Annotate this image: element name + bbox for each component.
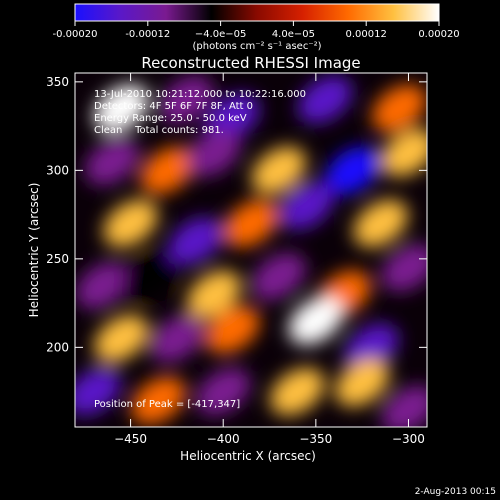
heatmap-blob: [159, 75, 214, 124]
colorbar-tick-label: 4.0e−05: [272, 29, 315, 40]
heatmap-blob: [186, 128, 242, 177]
time-range-text: 13-Jul-2010 10:21:12.000 to 10:22:16.000: [94, 89, 306, 100]
heatmap-blob: [251, 146, 306, 195]
colorbar-gradient: [74, 3, 440, 22]
info-annotations: 13-Jul-2010 10:21:12.000 to 10:22:16.000…: [94, 89, 306, 410]
heatmap-blob: [94, 84, 149, 133]
heatmap-blob: [75, 367, 121, 416]
heatmap-blob: [325, 146, 381, 195]
heatmap-blob: [344, 323, 399, 372]
colorbar: -0.00020 -0.00012 −4.0e−05 4.0e−05 0.00012 0.…: [53, 3, 460, 52]
heatmap-blob: [381, 128, 427, 177]
heatmap-blob: [196, 367, 251, 416]
heatmap-blob: [270, 367, 325, 416]
heatmap-blob: [288, 297, 343, 345]
heatmap-blob: [149, 314, 205, 363]
clean-counts-text: Clean Total counts: 981.: [94, 125, 224, 136]
colorbar-tick-label: −4.0e−05: [195, 29, 247, 40]
generation-date: 2-Aug-2013 00:15: [415, 487, 496, 497]
heatmap-blob: [353, 199, 408, 248]
colorbar-tick-label: -0.00020: [53, 29, 98, 40]
heatmap-blob: [205, 305, 260, 354]
x-tick-label: −400: [207, 432, 240, 446]
heatmap-area: [74, 72, 428, 428]
x-tick-label: −350: [299, 432, 332, 446]
heatmap-blob: [131, 376, 186, 425]
y-tick-label: 300: [46, 163, 69, 177]
heatmap-blob: [140, 146, 195, 195]
colorbar-tick-label: 0.00012: [346, 29, 387, 40]
heatmap-blob: [279, 181, 334, 230]
heatmap-blob: [186, 270, 242, 319]
x-tick-label: −450: [114, 432, 147, 446]
colorbar-unit-label: (photons cm⁻² s⁻¹ asec⁻²): [192, 41, 321, 52]
x-axis: −450 −400 −350 −300: [114, 73, 425, 446]
chart-title: Reconstructed RHESSI Image: [141, 54, 360, 72]
y-tick-label: 350: [46, 75, 69, 89]
heatmap-blob: [205, 93, 260, 142]
heatmap-blob: [94, 314, 149, 363]
heatmap-blob: [168, 217, 223, 265]
heatmap-blob: [381, 385, 427, 427]
heatmap-blob: [121, 252, 177, 301]
heatmap-blob: [251, 252, 306, 301]
y-axis-label: Heliocentric Y (arcsec): [27, 183, 41, 318]
heatmap-blob: [335, 358, 390, 407]
x-tick-label: −300: [392, 432, 425, 446]
peak-position-text: Position of Peak = [-417,347]: [94, 399, 240, 410]
colorbar-tick-label: -0.00012: [125, 29, 170, 40]
heatmap-blob: [297, 75, 353, 124]
detectors-text: Detectors: 4F 5F 6F 7F 8F, Att 0: [94, 101, 253, 112]
x-axis-label: Heliocentric X (arcsec): [180, 449, 316, 463]
y-tick-label: 250: [46, 252, 69, 266]
colorbar-ticks: -0.00020 -0.00012 −4.0e−05 4.0e−05 0.00012 0.…: [53, 21, 460, 40]
y-tick-label: 200: [46, 340, 69, 354]
heatmap-blob: [103, 199, 158, 248]
heatmap-blob: [223, 199, 279, 248]
plot-frame: [74, 72, 428, 428]
colorbar-tick-label: 0.00020: [418, 29, 459, 40]
heatmap-blob: [75, 261, 130, 310]
heatmap-blob: [372, 84, 427, 133]
y-axis: 200 250 300 350: [46, 75, 427, 354]
heatmap-blob: [381, 243, 427, 292]
energy-range-text: Energy Range: 25.0 - 50.0 keV: [94, 113, 247, 124]
heatmap-blob: [84, 137, 140, 186]
